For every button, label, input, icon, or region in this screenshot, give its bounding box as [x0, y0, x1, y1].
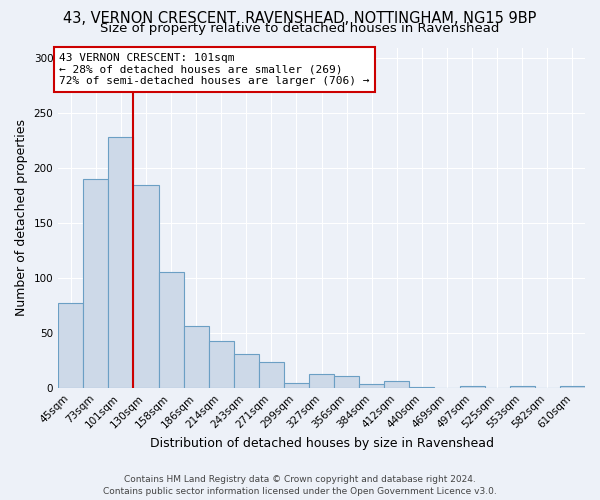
Bar	[334, 376, 359, 388]
Bar	[259, 362, 284, 388]
Bar	[133, 185, 158, 388]
Text: Contains HM Land Registry data © Crown copyright and database right 2024.
Contai: Contains HM Land Registry data © Crown c…	[103, 474, 497, 496]
Y-axis label: Number of detached properties: Number of detached properties	[15, 120, 28, 316]
Text: 43 VERNON CRESCENT: 101sqm
← 28% of detached houses are smaller (269)
72% of sem: 43 VERNON CRESCENT: 101sqm ← 28% of deta…	[59, 53, 370, 86]
Bar	[109, 136, 133, 388]
Bar	[510, 386, 535, 388]
Bar	[234, 354, 259, 388]
Bar	[209, 341, 234, 388]
Bar	[184, 326, 209, 388]
Text: Size of property relative to detached houses in Ravenshead: Size of property relative to detached ho…	[100, 22, 500, 35]
Bar	[560, 386, 585, 388]
Text: 43, VERNON CRESCENT, RAVENSHEAD, NOTTINGHAM, NG15 9BP: 43, VERNON CRESCENT, RAVENSHEAD, NOTTING…	[64, 11, 536, 26]
Bar	[83, 180, 109, 388]
Bar	[409, 387, 434, 388]
Bar	[309, 374, 334, 388]
Bar	[359, 384, 385, 388]
Bar	[460, 386, 485, 388]
Bar	[158, 272, 184, 388]
Bar	[58, 302, 83, 388]
X-axis label: Distribution of detached houses by size in Ravenshead: Distribution of detached houses by size …	[149, 437, 494, 450]
Bar	[284, 383, 309, 388]
Bar	[385, 380, 409, 388]
